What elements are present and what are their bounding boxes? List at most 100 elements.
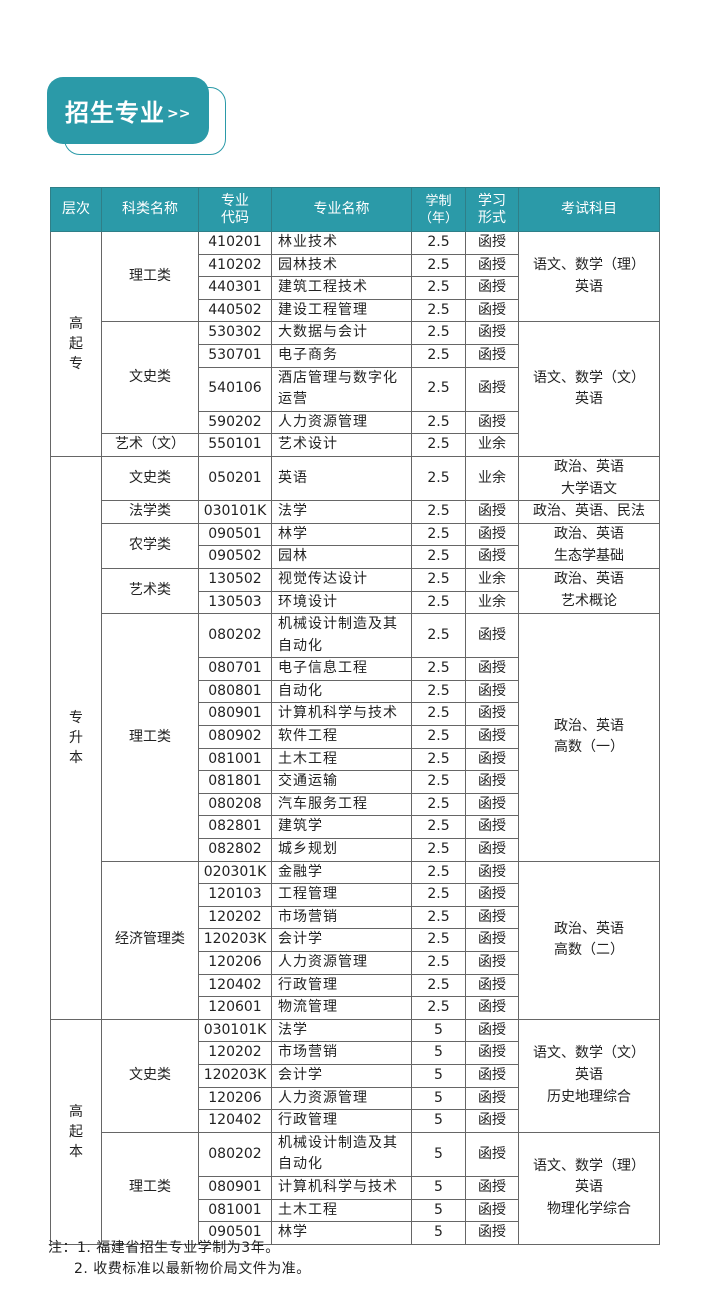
- table-row: 120206 人力资源管理 5 函授: [51, 1086, 660, 1111]
- study-mode: 函授: [465, 883, 519, 907]
- major-name: 计算机科学与技术: [271, 702, 412, 727]
- major-code: 090502: [198, 545, 272, 569]
- exam-subjects: 政治、英语、民法: [518, 500, 660, 524]
- major-code: 120202: [198, 905, 272, 930]
- major-code: 590202: [198, 410, 272, 435]
- major-name: 建筑工程技术: [271, 276, 412, 300]
- major-name: 土木工程: [271, 1198, 412, 1223]
- major-name: 酒店管理与数字化运营: [271, 366, 412, 412]
- study-years: 2.5: [411, 679, 466, 704]
- major-name: 建筑学: [271, 815, 412, 840]
- study-years: 2.5: [411, 860, 466, 885]
- category-cell: 艺术类: [101, 567, 199, 615]
- table-row: 120402 行政管理 5 函授: [51, 1109, 660, 1133]
- table-row: 法学类 030101K 法学 2.5 函授 政治、英语、民法: [51, 500, 660, 524]
- study-mode: 函授: [465, 1198, 519, 1223]
- exam-line: 英语: [575, 278, 603, 295]
- study-years: 5: [411, 1109, 466, 1133]
- exam-subjects: 政治、英语 艺术概论: [518, 567, 660, 615]
- major-code: 082801: [198, 815, 272, 840]
- table-row: 081001 土木工程 2.5 函授: [51, 747, 660, 772]
- study-mode: 函授: [465, 276, 519, 300]
- table-row: 120203K 会计学 2.5 函授: [51, 928, 660, 952]
- major-name: 金融学: [271, 860, 412, 885]
- major-code: 080701: [198, 657, 272, 681]
- major-code: 080202: [198, 1131, 272, 1177]
- exam-subjects: 政治、英语 高数（一）: [518, 613, 660, 862]
- study-mode: 函授: [465, 1063, 519, 1088]
- study-mode: 函授: [465, 500, 519, 524]
- study-years: 2.5: [411, 792, 466, 817]
- study-years: 2.5: [411, 657, 466, 681]
- major-name: 林学: [271, 522, 412, 547]
- exam-subjects: 语文、数学（理） 英语: [518, 230, 660, 323]
- major-code: 090501: [198, 1221, 272, 1245]
- study-mode: 函授: [465, 343, 519, 368]
- major-code: 120402: [198, 1109, 272, 1133]
- header-code: 专业代码: [198, 187, 272, 232]
- note-1: 注：1. 福建省招生专业学制为3年。: [48, 1240, 280, 1256]
- major-code: 020301K: [198, 860, 272, 885]
- table-row: 082801 建筑学 2.5 函授: [51, 815, 660, 840]
- study-mode: 函授: [465, 1221, 519, 1245]
- major-code: 120206: [198, 1086, 272, 1111]
- major-code: 120203K: [198, 928, 272, 952]
- header-category: 科类名称: [101, 187, 199, 232]
- study-mode: 函授: [465, 928, 519, 952]
- major-name: 建设工程管理: [271, 298, 412, 323]
- exam-line: 政治、英语、民法: [533, 503, 645, 520]
- study-years: 5: [411, 1018, 466, 1043]
- study-mode: 函授: [465, 838, 519, 862]
- study-years: 2.5: [411, 838, 466, 862]
- table-row: 080902 软件工程 2.5 函授: [51, 725, 660, 749]
- table-row: 540106 酒店管理与数字化运营 2.5 函授: [51, 366, 660, 412]
- study-mode: 函授: [465, 1086, 519, 1111]
- category-cell: 理工类: [101, 613, 199, 862]
- header-name: 专业名称: [271, 187, 412, 232]
- major-code: 540106: [198, 366, 272, 412]
- major-code: 530701: [198, 343, 272, 368]
- table-header-row: 层次 科类名称 专业代码 专业名称 学制（年） 学习形式 考试科目: [50, 187, 660, 232]
- study-mode: 函授: [465, 1175, 519, 1200]
- exam-line: 高数（一）: [554, 739, 624, 756]
- exam-subjects: 语文、数学（理） 英语 物理化学综合: [518, 1131, 660, 1245]
- exam-line: 艺术概论: [561, 593, 617, 609]
- header-code-label: 专业代码: [221, 192, 249, 226]
- major-name: 行政管理: [271, 1109, 412, 1133]
- study-mode: 函授: [465, 679, 519, 704]
- study-years: 2.5: [411, 747, 466, 772]
- study-years: 2.5: [411, 298, 466, 323]
- study-mode: 函授: [465, 973, 519, 998]
- table-row: 经济管理类 020301K 金融学 2.5 函授 政治、英语 高数（二）: [51, 860, 660, 1020]
- table-row: 080208 汽车服务工程 2.5 函授: [51, 792, 660, 817]
- study-years: 2.5: [411, 613, 466, 659]
- major-name: 工程管理: [271, 883, 412, 907]
- major-name: 大数据与会计: [271, 321, 412, 345]
- table-row: 082802 城乡规划 2.5 函授: [51, 838, 660, 862]
- study-years: 2.5: [411, 590, 466, 615]
- major-code: 440301: [198, 276, 272, 300]
- major-name: 人力资源管理: [271, 951, 412, 975]
- note-2: 2. 收费标准以最新物价局文件为准。: [74, 1261, 311, 1277]
- major-code: 080901: [198, 1175, 272, 1200]
- header-mode: 学习形式: [465, 187, 519, 232]
- major-name: 计算机科学与技术: [271, 1175, 412, 1200]
- level-label: 高起专: [69, 315, 83, 372]
- study-years: 2.5: [411, 276, 466, 300]
- notes: 注：1. 福建省招生专业学制为3年。 2. 收费标准以最新物价局文件为准。: [48, 1238, 311, 1280]
- study-years: 2.5: [411, 343, 466, 368]
- study-mode: 业余: [465, 433, 519, 457]
- study-years: 2.5: [411, 366, 466, 412]
- major-code: 080902: [198, 725, 272, 749]
- table-row: 艺术类 130502 视觉传达设计 2.5 业余 政治、英语 艺术概论: [51, 567, 660, 615]
- study-mode: 业余: [465, 455, 519, 502]
- study-mode: 函授: [465, 522, 519, 547]
- major-name: 土木工程: [271, 747, 412, 772]
- exam-subjects: 政治、英语 高数（二）: [518, 860, 660, 1020]
- study-mode: 函授: [465, 770, 519, 794]
- study-mode: 业余: [465, 567, 519, 592]
- major-code: 550101: [198, 433, 272, 457]
- study-mode: 函授: [465, 860, 519, 885]
- table-row: 440502 建设工程管理 2.5 函授: [51, 298, 660, 323]
- table-row: 理工类 080202 机械设计制造及其自动化 2.5 函授 政治、英语 高数（一）: [51, 613, 660, 862]
